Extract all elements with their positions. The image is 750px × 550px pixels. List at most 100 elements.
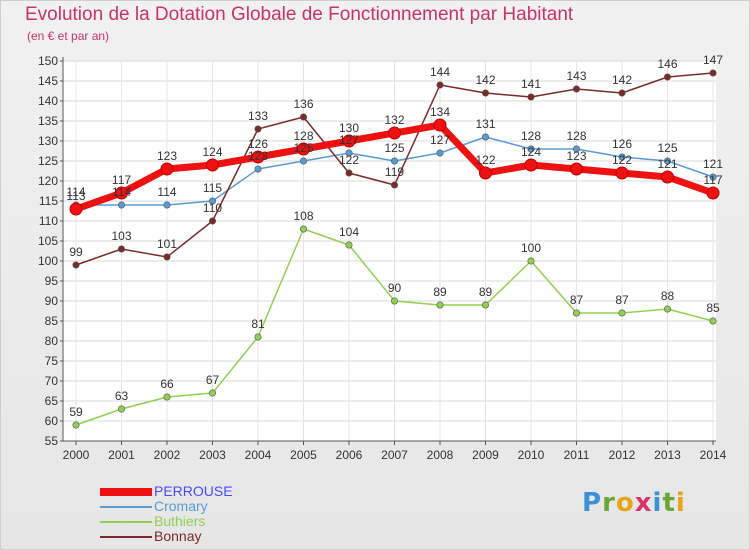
data-label-cromary: 115: [203, 181, 222, 195]
data-label-buthiers: 81: [251, 317, 265, 331]
data-point-cromary: [481, 133, 489, 141]
data-label-cromary: 126: [612, 137, 632, 151]
data-point-perrouse: [433, 118, 447, 132]
x-tick-label: 2003: [199, 448, 226, 462]
data-label-perrouse: 122: [475, 153, 495, 167]
data-label-cromary: 131: [475, 117, 495, 131]
data-label-perrouse: 128: [293, 129, 313, 143]
data-point-buthiers: [527, 257, 535, 265]
data-label-buthiers: 100: [521, 241, 541, 255]
legend-swatch: [100, 488, 152, 496]
x-tick-label: 2013: [654, 448, 681, 462]
data-point-bonnay: [299, 113, 307, 121]
data-point-bonnay: [663, 73, 671, 81]
data-point-buthiers: [709, 317, 717, 325]
data-label-perrouse: 134: [430, 105, 450, 119]
data-label-cromary: 127: [339, 133, 359, 147]
data-label-bonnay: 136: [293, 97, 313, 111]
data-point-bonnay: [481, 89, 489, 97]
data-label-cromary: 128: [566, 129, 586, 143]
data-label-buthiers: 89: [433, 285, 447, 299]
data-label-cromary: 125: [657, 141, 677, 155]
y-tick-label: 80: [45, 334, 59, 348]
y-tick-label: 145: [38, 74, 58, 88]
data-point-perrouse: [115, 186, 128, 200]
data-point-buthiers: [572, 309, 580, 317]
x-tick-label: 2008: [427, 448, 454, 462]
data-label-buthiers: 63: [115, 389, 129, 403]
data-label-perrouse: 124: [521, 145, 541, 159]
data-point-perrouse: [524, 158, 538, 172]
logo-letter: i: [675, 488, 686, 518]
legend-label: PERROUSE: [154, 483, 233, 499]
data-label-cromary: 125: [384, 141, 404, 155]
data-point-buthiers: [118, 405, 126, 413]
data-label-perrouse: 130: [339, 121, 359, 135]
y-tick-label: 100: [38, 254, 58, 268]
logo-letter: x: [634, 488, 653, 518]
data-label-cromary: 114: [112, 185, 131, 199]
data-label-perrouse: 122: [612, 153, 632, 167]
data-label-bonnay: 142: [475, 73, 495, 87]
data-point-buthiers: [618, 309, 626, 317]
data-point-bonnay: [390, 181, 398, 189]
data-point-buthiers: [163, 393, 171, 401]
data-label-buthiers: 108: [293, 209, 313, 223]
data-label-perrouse: 117: [703, 173, 722, 187]
data-label-buthiers: 59: [69, 405, 83, 419]
data-point-cromary: [254, 165, 262, 173]
data-label-buthiers: 87: [570, 293, 584, 307]
data-label-perrouse: 121: [657, 157, 677, 171]
data-point-perrouse: [297, 142, 310, 156]
data-point-perrouse: [160, 162, 174, 176]
data-label-bonnay: 142: [612, 73, 632, 87]
data-label-bonnay: 144: [430, 65, 450, 79]
data-point-perrouse: [615, 166, 629, 180]
y-tick-label: 60: [45, 414, 59, 428]
y-tick-label: 55: [45, 434, 59, 448]
y-tick-label: 125: [38, 154, 58, 168]
legend-label: Bonnay: [154, 528, 202, 544]
data-label-bonnay: 110: [203, 201, 222, 215]
data-point-buthiers: [663, 305, 671, 313]
logo-letter: o: [615, 488, 635, 518]
data-label-bonnay: 103: [111, 229, 131, 243]
data-point-bonnay: [72, 261, 80, 269]
data-label-buthiers: 85: [706, 301, 720, 315]
chart-title: Evolution de la Dotation Globale de Fonc…: [25, 4, 574, 25]
plot-area: [63, 61, 716, 441]
data-label-cromary: 123: [248, 149, 268, 163]
data-label-perrouse: 126: [248, 137, 268, 151]
y-tick-label: 85: [45, 314, 59, 328]
data-label-perrouse: 123: [566, 149, 586, 163]
data-label-cromary: 127: [430, 133, 450, 147]
data-point-cromary: [572, 145, 580, 153]
data-label-buthiers: 66: [160, 377, 174, 391]
data-label-cromary: 128: [521, 129, 541, 143]
y-tick-label: 115: [39, 194, 58, 208]
data-point-bonnay: [527, 93, 535, 101]
x-tick-label: 2009: [472, 448, 499, 462]
data-label-cromary: 114: [157, 185, 176, 199]
data-label-bonnay: 143: [566, 69, 586, 83]
y-tick-label: 65: [45, 394, 59, 408]
data-label-cromary: 125: [293, 141, 313, 155]
data-label-bonnay: 147: [703, 53, 723, 67]
data-point-cromary: [709, 173, 717, 181]
data-point-cromary: [299, 157, 307, 165]
data-point-cromary: [436, 149, 444, 157]
data-point-perrouse: [661, 170, 674, 184]
data-point-cromary: [118, 201, 126, 209]
data-label-buthiers: 104: [339, 225, 359, 239]
proxiti-logo: Proxiti: [582, 488, 686, 518]
y-tick-label: 135: [38, 114, 58, 128]
data-point-cromary: [527, 145, 535, 153]
chart-subtitle: (en € et par an): [27, 29, 110, 43]
logo-letter: i: [652, 488, 663, 518]
y-tick-label: 105: [38, 234, 58, 248]
y-tick-label: 120: [38, 174, 58, 188]
data-point-bonnay: [163, 253, 171, 261]
x-tick-label: 2001: [108, 448, 135, 462]
x-tick-label: 2000: [63, 448, 90, 462]
